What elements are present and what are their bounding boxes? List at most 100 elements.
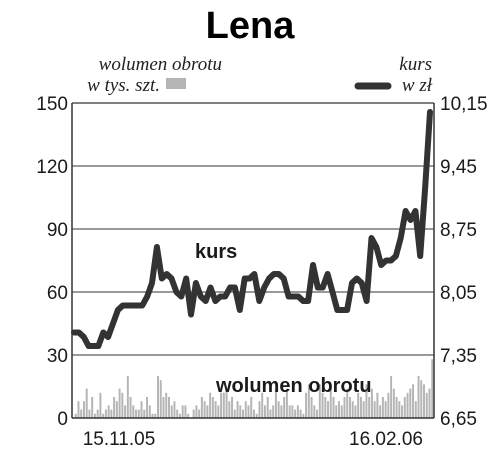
legend-price-label: kurs [399, 54, 432, 75]
volume-bar [115, 401, 118, 418]
price-point [369, 236, 373, 240]
volume-bar [195, 405, 198, 418]
volume-bar [409, 388, 412, 418]
volume-bar [253, 409, 255, 418]
y-right-tick-label: 8,75 [440, 220, 477, 241]
volume-bar [425, 392, 428, 418]
volume-bar [146, 397, 149, 418]
price-point [223, 295, 227, 298]
volume-bar [167, 397, 170, 418]
volume-bar [244, 401, 247, 418]
price-point [106, 335, 110, 339]
annotation-volume: wolumen obrotu [215, 375, 372, 397]
price-point [155, 245, 159, 249]
price-point [326, 272, 330, 276]
volume-bar [390, 376, 393, 418]
volume-bar [203, 401, 206, 418]
volume-bar [428, 388, 431, 418]
legend-volume-label: wolumen obrotu [99, 54, 222, 75]
price-point [135, 304, 139, 307]
volume-bar [91, 397, 94, 418]
price-point [301, 299, 305, 303]
volume-bar [228, 401, 231, 418]
volume-bar [291, 405, 294, 418]
volume-bar [272, 405, 275, 418]
y-left-tick-label: 90 [47, 220, 68, 241]
x-axis: 15.11.05 16.02.06 [83, 429, 423, 450]
volume-bar [217, 405, 220, 418]
volume-bar [296, 405, 299, 418]
price-point [350, 281, 354, 285]
gridlines [72, 165, 434, 356]
price-point [184, 277, 188, 280]
volume-bar [417, 376, 420, 418]
price-point [160, 277, 164, 280]
volume-bar [381, 397, 384, 418]
volume-bar [99, 392, 102, 418]
price-point [165, 272, 169, 276]
volume-bar [302, 413, 305, 418]
volume-bar [266, 397, 269, 418]
volume-bar [261, 392, 264, 418]
volume-bar [184, 405, 187, 418]
volume-bar [74, 413, 77, 418]
volume-bar [370, 388, 373, 418]
price-point [77, 331, 81, 334]
price-point [374, 245, 378, 249]
volume-bar [280, 405, 283, 418]
volume-bar [387, 392, 390, 418]
volume-bar [162, 397, 165, 418]
price-point [379, 263, 383, 267]
y-left-tick-label: 30 [47, 346, 68, 367]
volume-bar [362, 401, 365, 418]
annotation-price: kurs [195, 241, 237, 263]
volume-bar [96, 409, 99, 418]
volume-bar [351, 401, 354, 418]
volume-bar [151, 413, 154, 418]
price-point [116, 308, 120, 312]
volume-bar [121, 392, 124, 418]
volume-bar [154, 413, 157, 418]
volume-bar [288, 405, 291, 418]
volume-bar [159, 380, 162, 418]
volume-bar [318, 384, 321, 418]
y-left-tick-label: 60 [47, 283, 68, 304]
price-point [340, 308, 344, 312]
volume-bar [299, 409, 302, 418]
volume-bar [423, 384, 426, 418]
volume-bar [392, 388, 395, 418]
price-point [248, 277, 252, 280]
plot-frame [71, 102, 435, 419]
y-right-tick-label: 9,45 [440, 157, 477, 178]
volume-bar [85, 388, 88, 418]
price-point [330, 290, 334, 294]
price-point [291, 295, 295, 298]
volume-bar [165, 392, 168, 418]
volume-bar [255, 413, 258, 418]
volume-bar [173, 401, 176, 418]
price-point [179, 295, 183, 298]
volume-bar [124, 405, 127, 418]
volume-bar [211, 397, 214, 418]
price-point [126, 304, 130, 307]
volume-bar [222, 392, 225, 418]
price-point [72, 331, 76, 334]
volume-bar [313, 405, 316, 418]
price-point [189, 313, 193, 316]
volume-bar [233, 409, 236, 418]
price-point [92, 344, 96, 348]
volume-bar [132, 405, 135, 418]
price-point [316, 286, 320, 289]
volume-bar [269, 409, 272, 418]
volume-bar [236, 401, 239, 418]
volume-bar [157, 376, 159, 418]
volume-bar [77, 401, 80, 418]
volume-bar [354, 405, 357, 418]
price-point [257, 299, 261, 303]
price-point [174, 290, 178, 294]
volume-bar [359, 397, 362, 418]
volume-bar [412, 384, 415, 418]
volume-bar [329, 388, 332, 418]
volume-bar [129, 397, 132, 418]
y-right-tick-label: 10,15 [440, 94, 488, 115]
